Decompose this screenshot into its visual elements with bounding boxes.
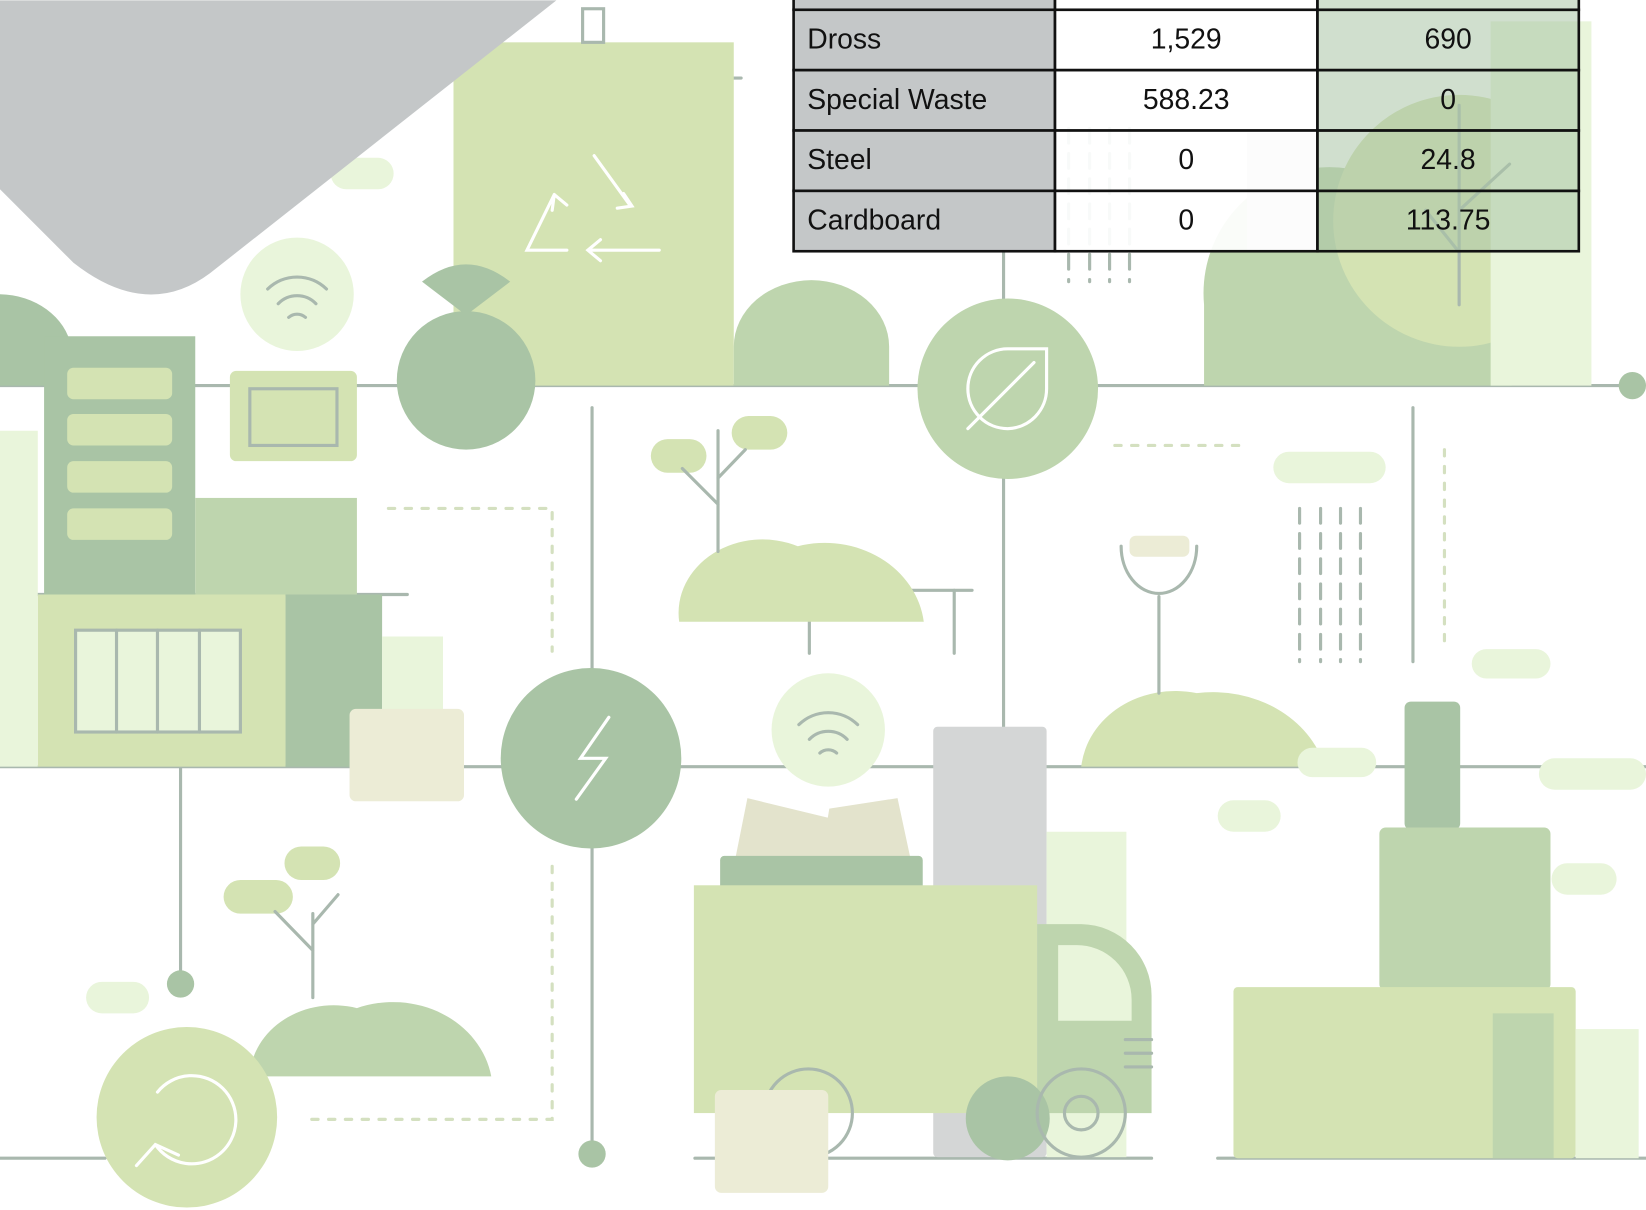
cell-value: 0 (1178, 144, 1194, 176)
row-label: Dross (807, 24, 881, 56)
row-label: Cardboard (807, 205, 941, 237)
data-table: Dross 1,529 690 Special Waste 588.23 0 Steel 0 2… (794, 0, 1579, 251)
scene: Dross 1,529 690 Special Waste 588.23 0 Steel 0 2… (0, 0, 1646, 1210)
cell-value: 690 (1424, 24, 1471, 56)
cell-value: 0 (1440, 84, 1456, 116)
page: {"table": {"rows": [ ["Dross", "1,529", … (0, 0, 1646, 1210)
cell-value: 24.8 (1421, 144, 1476, 176)
cell-value: 1,529 (1151, 24, 1222, 56)
row-label: Special Waste (807, 84, 987, 116)
header-cell (794, 0, 1055, 10)
header-cell (1055, 0, 1317, 10)
cell-value: 113.75 (1406, 205, 1491, 237)
row-label: Steel (807, 144, 872, 176)
cell-value: 0 (1178, 205, 1194, 237)
header-cell (1317, 0, 1578, 10)
cell-value: 588.23 (1143, 84, 1230, 116)
